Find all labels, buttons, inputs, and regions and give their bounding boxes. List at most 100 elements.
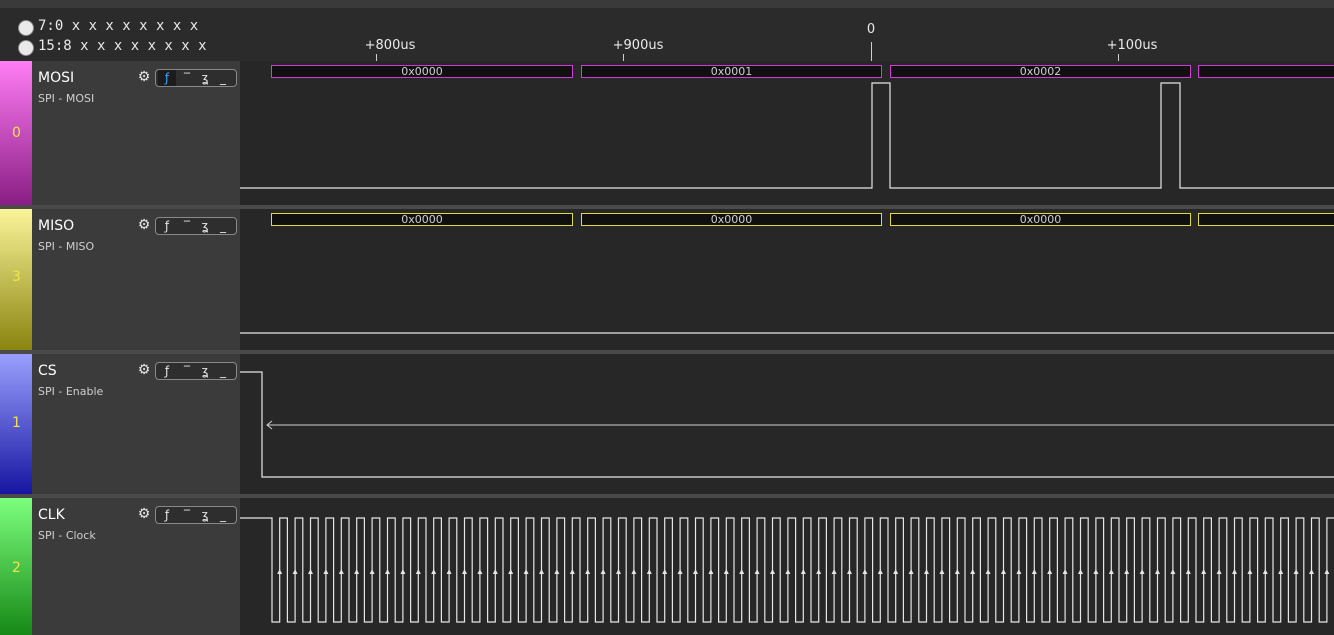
rising-edge-marker [924,569,929,574]
waveform-clk[interactable] [240,498,1334,635]
rising-edge-marker [693,569,698,574]
rising-edge-marker [539,569,544,574]
gear-icon[interactable]: ⚙ [137,362,151,378]
gear-icon[interactable]: ⚙ [137,69,151,85]
falling-edge-icon[interactable]: ʓ [201,219,209,233]
rising-edge-marker [1293,569,1299,574]
high-level-icon[interactable]: ‾ [184,219,190,233]
rising-edge-marker [1155,569,1160,574]
rising-edge-marker [277,569,283,574]
spi-data-bubble[interactable]: 0x0000 [271,65,573,78]
trigger-selector: ƒ ‾ ʓ _ [155,362,237,380]
rising-edge-marker [569,569,575,574]
rising-edge-marker [662,569,668,574]
clk-signal-trace [240,517,1334,623]
rising-edge-icon[interactable]: ƒ [164,364,170,378]
channel-separator [0,205,1334,209]
rising-edge-marker [893,569,899,574]
tick-mark [376,54,377,61]
channel-panel-mosi: 0 MOSI SPI - MOSI ⚙ ƒ ‾ ʓ _ [0,61,240,205]
tick-mark [871,42,872,61]
channel-index: 2 [12,560,21,576]
cs-signal-trace [240,371,1334,478]
rising-edge-marker [739,569,745,574]
falling-edge-icon[interactable]: ʓ [201,364,209,378]
rising-edge-marker [600,569,606,574]
rising-edge-marker [785,569,791,574]
rising-edge-marker [1078,569,1083,574]
rising-edge-marker [908,569,914,574]
rising-edge-marker [1201,569,1207,574]
spi-data-bubble[interactable]: 0x0000 [581,213,882,226]
rising-edge-marker [1031,569,1037,574]
rising-edge-icon[interactable]: ƒ [164,508,170,522]
toggle-icon[interactable] [18,40,34,56]
spi-data-bubble[interactable]: 0x0000 [271,213,573,226]
rising-edge-marker [1262,569,1268,574]
rising-edge-marker [754,569,760,574]
spi-data-bubble[interactable]: 0x0001 [581,65,882,78]
rising-edge-marker [985,569,991,574]
rising-edge-marker [939,569,945,574]
waveform-miso[interactable]: 0x0000 0x0000 0x0000 0 [240,209,1334,350]
rising-edge-marker [1047,569,1053,574]
rising-edge-marker [1124,569,1130,574]
channel-index: 3 [12,269,21,285]
high-level-icon[interactable]: ‾ [184,508,190,522]
low-level-icon[interactable]: _ [220,364,226,378]
channel-color-bar [0,61,32,205]
rising-edge-marker [816,569,822,574]
channel-index: 0 [12,125,21,141]
waveform-mosi[interactable]: 0x0000 0x0001 0x0002 0 [240,61,1334,205]
high-level-icon[interactable]: ‾ [184,364,190,378]
toggle-icon[interactable] [18,20,34,36]
rising-edge-marker [523,569,529,574]
falling-edge-icon[interactable]: ʓ [201,71,209,85]
falling-edge-icon[interactable]: ʓ [201,508,209,522]
rising-edge-marker [770,569,775,574]
rising-edge-icon[interactable]: ƒ [164,219,170,233]
rising-edge-marker [1139,569,1145,574]
rising-edge-marker [970,569,976,574]
rising-edge-marker [877,569,883,574]
high-level-icon[interactable]: ‾ [184,71,190,85]
rising-edge-marker [616,569,621,574]
rising-edge-marker [431,569,437,574]
trigger-selector: ƒ ‾ ʓ _ [155,506,237,524]
channel-subtitle: SPI - Enable [38,385,104,398]
waveform-cs[interactable] [240,354,1334,494]
tick-label: +800us [364,38,416,53]
rising-edge-marker [1062,569,1068,574]
spi-data-bubble[interactable]: 0 [1198,65,1334,78]
rising-edge-marker [631,569,637,574]
channel-panel-clk: 2 CLK SPI - Clock ⚙ ƒ ‾ ʓ _ [0,498,240,635]
gear-icon[interactable]: ⚙ [137,506,151,522]
low-level-icon[interactable]: _ [220,508,226,522]
low-level-icon[interactable]: _ [220,219,226,233]
channel-color-bar [0,209,32,350]
rising-edge-icon[interactable]: ƒ [158,70,176,86]
rising-edge-marker [1001,569,1006,574]
rising-edge-marker [446,569,452,574]
mosi-signal-trace [240,82,1334,189]
timeline-ruler[interactable]: +800us +900us 0 +100us [240,8,1334,61]
rising-edge-marker [554,569,560,574]
rising-edge-marker [369,569,375,574]
rising-edge-marker [677,569,683,574]
rising-edge-marker [1247,569,1253,574]
spi-data-bubble[interactable]: 0 [1198,213,1334,226]
rising-edge-marker [1170,569,1176,574]
rising-edge-marker [477,569,483,574]
bit-label: 7:0 x x x x x x x x [38,18,199,34]
low-level-icon[interactable]: _ [220,71,226,85]
gear-icon[interactable]: ⚙ [137,217,151,233]
channel-separator [0,350,1334,354]
bit-row-7-0: 7:0 x x x x x x x x [0,17,240,36]
rising-edge-marker [1216,569,1222,574]
spi-data-bubble[interactable]: 0x0002 [890,65,1191,78]
spi-data-bubble[interactable]: 0x0000 [890,213,1191,226]
rising-edge-marker [385,569,390,574]
trigger-selector: ƒ ‾ ʓ _ [155,69,237,87]
channel-panel-cs: 1 CS SPI - Enable ⚙ ƒ ‾ ʓ _ [0,354,240,494]
